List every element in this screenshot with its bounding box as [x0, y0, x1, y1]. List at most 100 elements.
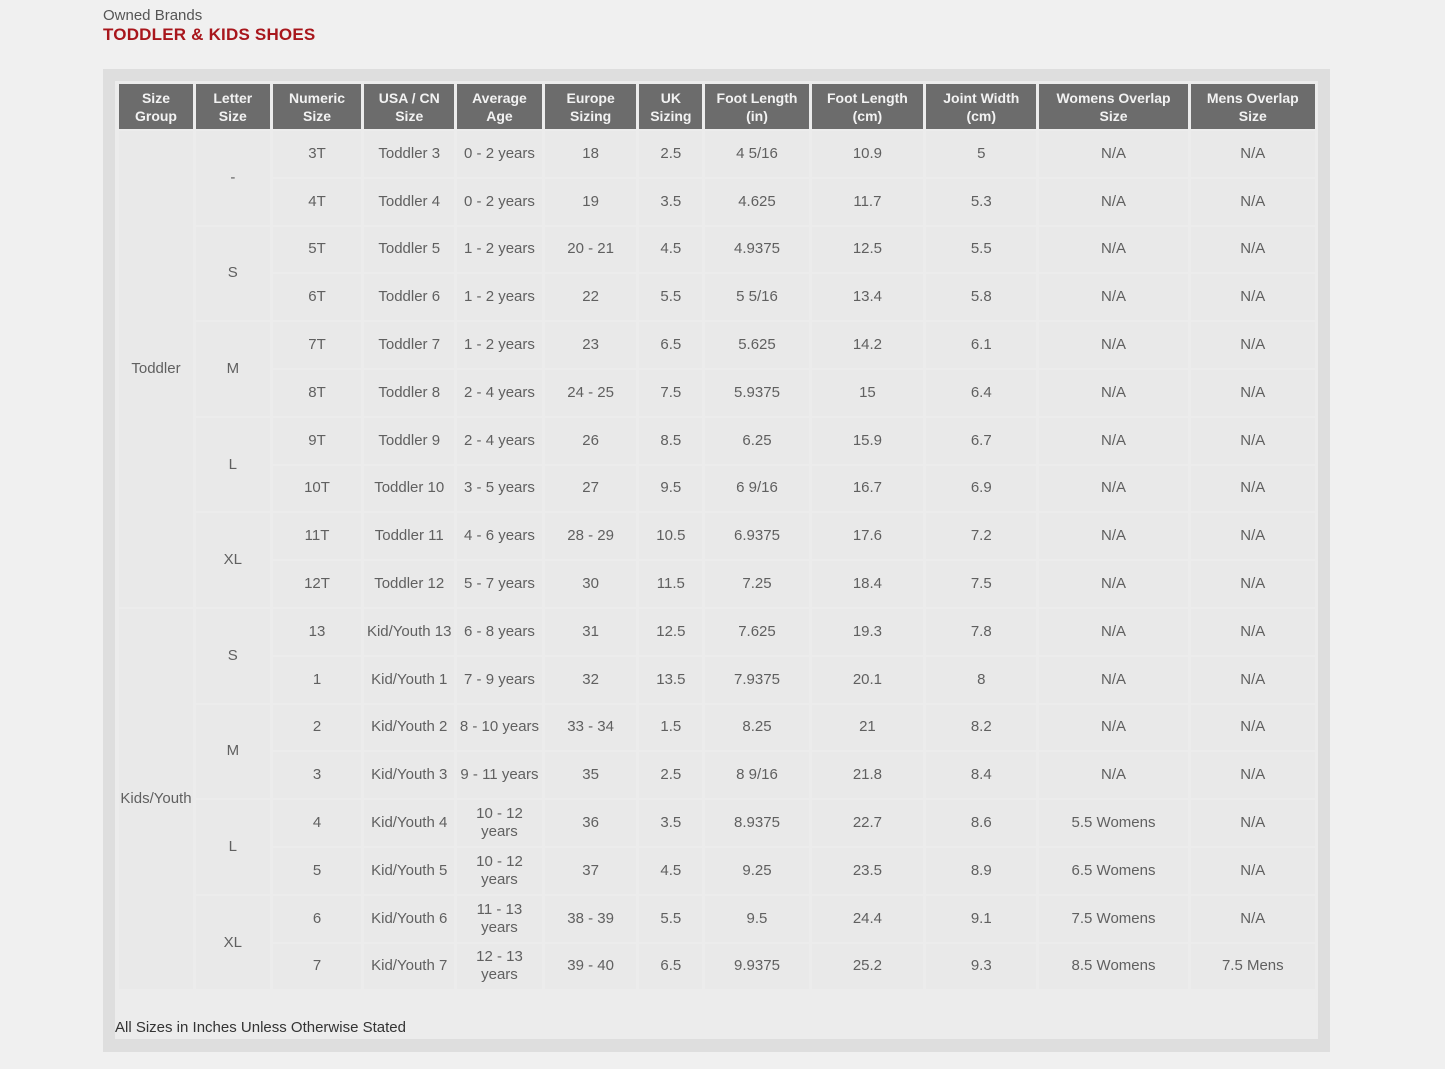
table-cell: 6.7 — [926, 417, 1037, 464]
table-cell: 26 — [544, 417, 637, 464]
table-cell: 0 - 2 years — [457, 178, 542, 225]
table-cell: 5.5 — [639, 274, 703, 321]
letter-size-cell: M — [195, 704, 270, 799]
table-cell: 8.4 — [926, 752, 1037, 799]
table-cell: 2 — [272, 704, 362, 751]
column-header: Mens Overlap Size — [1190, 84, 1315, 129]
table-cell: Kid/Youth 2 — [364, 704, 455, 751]
column-header-line: (cm) — [966, 107, 997, 124]
column-header-line: Foot Length — [716, 89, 798, 106]
table-cell: 21 — [811, 704, 924, 751]
table-cell: N/A — [1190, 752, 1315, 799]
column-header-line: Joint Width — [943, 89, 1020, 106]
table-cell: 7.2 — [926, 513, 1037, 560]
table-row: 10T Toddler 10 3 - 5 years 27 9.5 6 9/16 16.7 6… — [119, 465, 1315, 512]
column-header-line: Size — [1238, 107, 1267, 124]
table-cell: 10T — [272, 465, 362, 512]
table-cell: N/A — [1039, 131, 1188, 177]
table-cell: 31 — [544, 608, 637, 655]
table-cell: 6.9375 — [705, 513, 809, 560]
size-chart-frame: Size Group Letter Size Numeric Size USA / CN Si… — [103, 69, 1330, 1052]
table-cell: 9.5 — [705, 895, 809, 942]
table-row: XL 6 Kid/Youth 6 11 - 13 years 38 - 39 5.5 9.5… — [119, 895, 1315, 990]
table-cell: 0 - 2 years — [457, 131, 542, 177]
table-cell: 27 — [544, 465, 637, 512]
table-cell: 28 - 29 — [544, 513, 637, 560]
page-header: Owned Brands TODDLER & KIDS SHOES — [103, 6, 315, 45]
table-cell: 6.4 — [926, 369, 1037, 416]
table-cell: Toddler 7 — [364, 322, 455, 368]
table-cell: 11.5 — [639, 561, 703, 607]
table-cell: 37 — [544, 847, 637, 894]
table-cell: 8.25 — [705, 704, 809, 751]
table-cell: 9.1 — [926, 895, 1037, 942]
table-cell: N/A — [1039, 274, 1188, 321]
table-cell: 3.5 — [639, 178, 703, 225]
table-cell: 22 — [544, 274, 637, 321]
table-cell: 5.625 — [705, 322, 809, 368]
table-cell: 16.7 — [811, 465, 924, 512]
table-cell: 7.625 — [705, 608, 809, 655]
table-cell: 30 — [544, 561, 637, 607]
table-cell: 6.25 — [705, 417, 809, 464]
table-cell: Toddler 11 — [364, 513, 455, 560]
table-cell: N/A — [1190, 895, 1315, 942]
table-cell: 5 5/16 — [705, 274, 809, 321]
column-header-line: Size — [395, 107, 424, 124]
table-cell: 2.5 — [639, 752, 703, 799]
table-cell: 8 - 10 years — [457, 704, 542, 751]
table-cell: 4.5 — [639, 847, 703, 894]
table-cell: 32 — [544, 656, 637, 703]
table-cell: 14.2 — [811, 322, 924, 368]
column-header: Womens Overlap Size — [1039, 84, 1188, 129]
table-cell: 13.5 — [639, 656, 703, 703]
table-cell: Kid/Youth 1 — [364, 656, 455, 703]
table-cell: 5.5 Womens — [1039, 800, 1188, 846]
table-cell: N/A — [1190, 656, 1315, 703]
table-cell: 5 - 7 years — [457, 561, 542, 607]
table-cell: N/A — [1039, 417, 1188, 464]
letter-size-cell: XL — [195, 513, 270, 607]
column-header-line: UK — [660, 89, 681, 106]
table-cell: 22.7 — [811, 800, 924, 846]
table-cell: 4.5 — [639, 226, 703, 273]
table-cell: 6 - 8 years — [457, 608, 542, 655]
table-cell: 4.625 — [705, 178, 809, 225]
table-cell: 6.1 — [926, 322, 1037, 368]
table-cell: 5.5 — [926, 226, 1037, 273]
column-header-line: Size — [141, 89, 170, 106]
table-cell: 4 — [272, 800, 362, 846]
column-header-line: USA / CN — [378, 89, 440, 106]
table-cell: 5.3 — [926, 178, 1037, 225]
table-cell: 9.9375 — [705, 943, 809, 990]
column-header-line: (cm) — [852, 107, 883, 124]
table-cell: 9T — [272, 417, 362, 464]
column-header-line: Size — [303, 107, 332, 124]
column-header: Numeric Size — [272, 84, 362, 129]
table-cell: 11.7 — [811, 178, 924, 225]
size-chart-panel: Size Group Letter Size Numeric Size USA / CN Si… — [115, 81, 1318, 1039]
table-cell: 6.5 — [639, 322, 703, 368]
column-header-line: (in) — [746, 107, 768, 124]
column-header-line: Size — [1099, 107, 1128, 124]
table-cell: 36 — [544, 800, 637, 846]
table-cell: 6 9/16 — [705, 465, 809, 512]
table-cell: N/A — [1039, 656, 1188, 703]
column-header-line: Mens Overlap — [1206, 89, 1299, 106]
column-header-line: Womens Overlap — [1056, 89, 1171, 106]
table-cell: 39 - 40 — [544, 943, 637, 990]
table-cell: 7.25 — [705, 561, 809, 607]
table-cell: N/A — [1190, 131, 1315, 177]
table-cell: N/A — [1190, 800, 1315, 846]
column-header-line: Group — [134, 107, 177, 124]
table-cell: 3T — [272, 131, 362, 177]
table-cell: 9.3 — [926, 943, 1037, 990]
table-cell: 3.5 — [639, 800, 703, 846]
